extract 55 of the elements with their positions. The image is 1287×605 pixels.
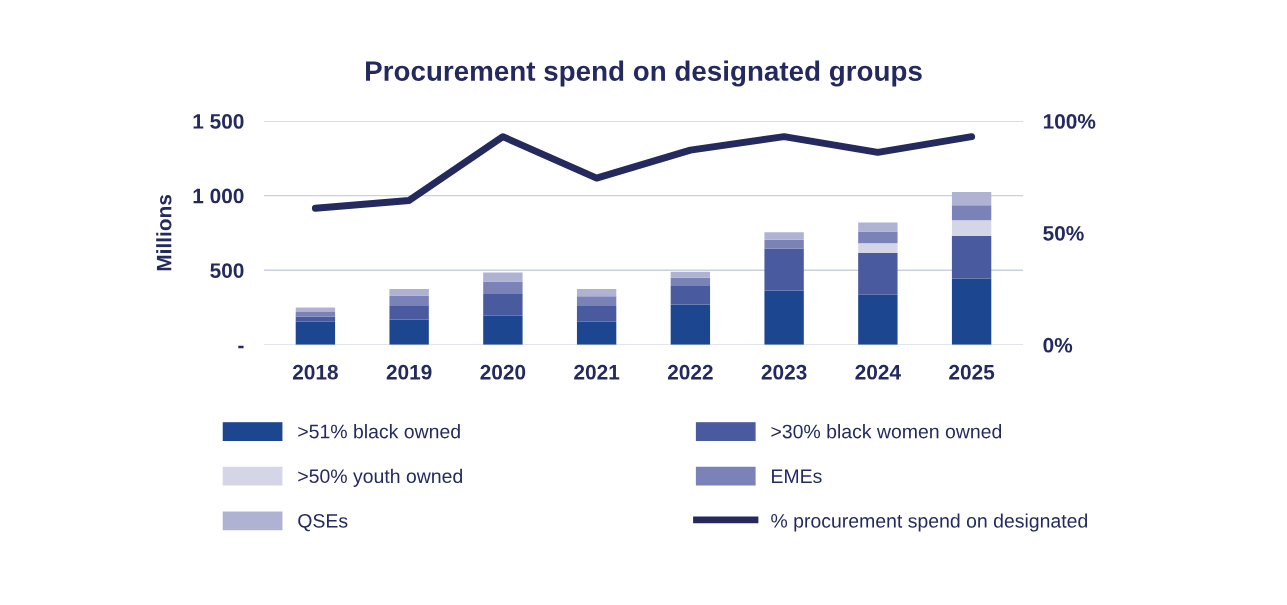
x-tick-label: 2018 <box>292 364 338 380</box>
bar <box>670 271 711 278</box>
bar <box>951 278 992 345</box>
legend-label: >30% black women owned <box>771 424 1002 439</box>
x-tick-label: 2020 <box>480 364 526 380</box>
bar <box>576 306 617 322</box>
bar <box>764 239 804 249</box>
bar <box>483 281 523 295</box>
bar <box>764 290 804 345</box>
x-tick-label: 2019 <box>386 364 432 380</box>
x-tick-label: 2023 <box>761 364 807 380</box>
legend-label: QSEs <box>298 513 348 532</box>
bar <box>576 321 617 345</box>
bar <box>389 319 429 345</box>
bar <box>576 296 617 307</box>
x-tick-label: 2025 <box>949 364 995 380</box>
bar <box>483 294 523 316</box>
bar <box>389 288 429 296</box>
x-tick-label: 2022 <box>667 364 713 380</box>
y2-tick-label: 50% <box>1043 225 1084 241</box>
chart-title: Procurement spend on designated groups <box>366 60 922 87</box>
x-tick-label: 2021 <box>574 364 620 380</box>
bar <box>764 232 804 240</box>
bar <box>670 285 711 305</box>
bar <box>951 191 992 206</box>
y-tick-label: 500 <box>210 263 244 278</box>
bar <box>389 305 429 320</box>
bar <box>858 294 898 345</box>
y2-tick-label: 100% <box>1043 114 1096 129</box>
legend-label: % procurement spend on designated <box>771 513 1088 532</box>
legend-label: >50% youth owned <box>298 468 462 487</box>
legend-label: >51% black owned <box>298 424 460 439</box>
bar <box>951 235 992 279</box>
x-tick-label: 2024 <box>855 364 901 380</box>
bar <box>858 253 898 295</box>
y2-tick-label: 0% <box>1043 337 1073 353</box>
y-tick-label: 1 500 <box>193 114 244 129</box>
y-axis-title: Millions <box>156 195 172 271</box>
bar <box>389 295 429 306</box>
bar <box>295 316 336 322</box>
legend-label: EMEs <box>772 469 822 484</box>
bar <box>858 231 898 244</box>
bar <box>858 243 898 254</box>
bar <box>483 272 523 282</box>
y-tick-label: 1 000 <box>193 188 244 204</box>
bar <box>576 288 617 297</box>
y-tick-label: - <box>238 345 244 349</box>
bar <box>951 205 992 221</box>
bar <box>951 220 992 236</box>
bar <box>295 321 336 345</box>
bar <box>670 304 711 345</box>
bar <box>858 222 898 232</box>
bar <box>764 248 804 291</box>
bar <box>670 277 711 286</box>
bar <box>483 315 523 345</box>
